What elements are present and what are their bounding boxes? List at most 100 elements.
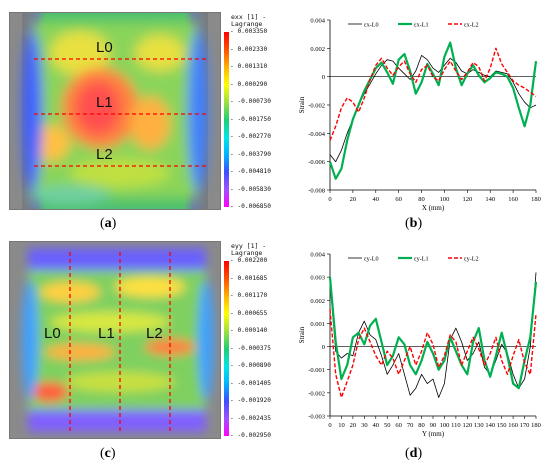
colorbar-tick-c-6: - -0.000890	[230, 362, 271, 369]
x-tick-label: 30	[361, 422, 368, 429]
y-tick-label: 0	[322, 74, 325, 81]
x-tick-label: 50	[384, 422, 391, 429]
colorbar-tick-a-5: - -0.001750	[230, 115, 271, 123]
panel-label-d: (d)	[405, 446, 423, 461]
series-line-0	[329, 55, 537, 163]
y-tick-label: -0.004	[308, 131, 326, 138]
series-line-1	[328, 41, 538, 180]
colorbar-gradient-c	[224, 261, 229, 436]
x-tick-label: 140	[485, 422, 495, 429]
x-tick-label: 40	[373, 422, 380, 429]
y-tick-label: 0	[322, 344, 325, 351]
x-tick-label: 180	[531, 422, 541, 429]
y-axis-label: Strain	[298, 96, 306, 113]
line-label-L1-c: L1	[98, 325, 115, 342]
panel-label-b: (b)	[405, 216, 423, 231]
x-tick-label: 60	[395, 196, 402, 203]
colorbar-tick-a-7: - -0.003790	[230, 150, 271, 158]
colorbar-a: exx [1] - Lagrange - 0.003350 - 0.002330 -…	[222, 14, 274, 214]
legend-label-1: εy-L1	[414, 256, 429, 263]
y-tick-label: 0.003	[310, 275, 325, 282]
y-tick-label: -0.002	[308, 103, 325, 110]
x-tick-label: 180	[531, 196, 541, 203]
colorbar-tick-c-2: - 0.001170	[230, 292, 268, 299]
colorbar-gradient-a	[224, 32, 229, 207]
line-label-L2-c: L2	[146, 325, 163, 342]
strain-field-c	[10, 242, 220, 438]
colorbar-tick-a-9: - -0.005830	[230, 185, 271, 193]
y-tick-label: 0.002	[310, 298, 325, 305]
legend-label-2: εy-L2	[464, 256, 479, 263]
colorbar-tick-a-0: - 0.003350	[230, 28, 268, 35]
legend-label-0: εy-L0	[364, 256, 379, 263]
colorbar-title-c-1: eyy [1] -	[231, 242, 267, 250]
colorbar-tick-c-0: - 0.002200	[230, 257, 268, 264]
x-tick-label: 40	[373, 196, 380, 203]
x-tick-label: 100	[440, 422, 450, 429]
colorbar-tick-a-3: - 0.000290	[230, 80, 268, 88]
colorbar-tick-c-10: - -0.002950	[230, 432, 271, 439]
colorbar-tick-c-4: - 0.000140	[230, 327, 268, 334]
panel-d: -0.003 -0.002 -0.001 0 0.001 0.002 0.003 0.004 0…	[278, 234, 550, 467]
strain-chart-b: -0.008 -0.006 -0.004 -0.002 0 0.002 0.004 0 20 40…	[298, 18, 541, 213]
colorbar-tick-a-6: - -0.002770	[230, 133, 271, 140]
colorbar-tick-a-8: - -0.004810	[230, 168, 271, 175]
line-label-L0-c: L0	[44, 325, 61, 342]
y-tick-label: -0.001	[308, 367, 325, 374]
panel-label-a: (a)	[100, 216, 117, 231]
line-label-L0: L0	[96, 39, 113, 56]
colorbar-tick-a-10: - -0.006850	[230, 203, 271, 210]
colorbar-tick-c-9: - -0.002435	[230, 414, 271, 422]
panel-b: -0.008 -0.006 -0.004 -0.002 0 0.002 0.004 0 20 40…	[278, 0, 550, 234]
x-tick-label: 110	[451, 422, 461, 429]
line-label-L1: L1	[96, 94, 113, 111]
dic-map-c: L0 L1 L2	[9, 241, 221, 439]
y-axis-label: Strain	[298, 326, 306, 343]
y-tick-label: 0.004	[310, 18, 325, 25]
series-line-1	[328, 277, 538, 390]
x-tick-label: 0	[328, 422, 331, 429]
x-tick-label: 20	[350, 422, 357, 429]
series-line-0	[329, 272, 537, 398]
x-axis-label: Y (mm)	[422, 430, 445, 438]
y-tick-label: -0.003	[308, 414, 325, 421]
colorbar-tick-c-5: - -0.000375	[230, 344, 271, 352]
x-tick-label: 80	[418, 196, 425, 203]
panel-a: L0 L1 L2 exx [1] - Lagrange - 0.003350 - …	[0, 0, 275, 234]
x-tick-label: 150	[497, 422, 507, 429]
x-tick-label: 0	[328, 196, 331, 203]
x-tick-label: 90	[430, 422, 437, 429]
y-tick-label: 0.002	[310, 46, 325, 53]
x-tick-label: 120	[462, 422, 472, 429]
x-tick-label: 60	[395, 422, 402, 429]
panel-label-c: (c)	[100, 446, 116, 461]
colorbar-title-a-2: Lagrange	[231, 20, 263, 28]
colorbar-title-a-1: exx [1] -	[231, 13, 267, 21]
strain-chart-d: -0.003 -0.002 -0.001 0 0.001 0.002 0.003 0.004 0…	[298, 252, 541, 439]
colorbar-c: eyy [1] - Lagrange - 0.002200 - 0.001685 -…	[222, 243, 274, 443]
series-line-2	[329, 47, 537, 141]
legend-label-1: εx-L1	[414, 22, 429, 29]
dic-map-a: L0 L1 L2	[9, 12, 221, 210]
x-tick-label: 80	[418, 422, 425, 429]
colorbar-tick-a-1: - 0.002330	[230, 45, 268, 53]
legend-label-0: εx-L0	[364, 22, 379, 29]
x-tick-label: 120	[462, 196, 472, 203]
y-tick-label: 0.001	[310, 321, 325, 328]
y-tick-label: 0.004	[310, 252, 325, 259]
colorbar-tick-c-7: - -0.001405	[230, 379, 271, 387]
strain-field-a	[10, 13, 220, 209]
x-tick-label: 20	[350, 196, 357, 203]
legend-label-2: εx-L2	[464, 22, 479, 29]
colorbar-tick-c-8: - -0.001920	[230, 397, 271, 404]
x-tick-label: 140	[485, 196, 495, 203]
colorbar-title-c-2: Lagrange	[231, 249, 263, 257]
x-tick-label: 170	[520, 422, 530, 429]
y-tick-label: -0.002	[308, 390, 325, 397]
y-tick-label: -0.006	[308, 159, 326, 166]
x-tick-label: 160	[508, 196, 518, 203]
x-axis-label: X (mm)	[422, 204, 445, 212]
x-tick-label: 10	[338, 422, 345, 429]
x-tick-label: 100	[440, 196, 450, 203]
x-tick-label: 160	[508, 422, 518, 429]
